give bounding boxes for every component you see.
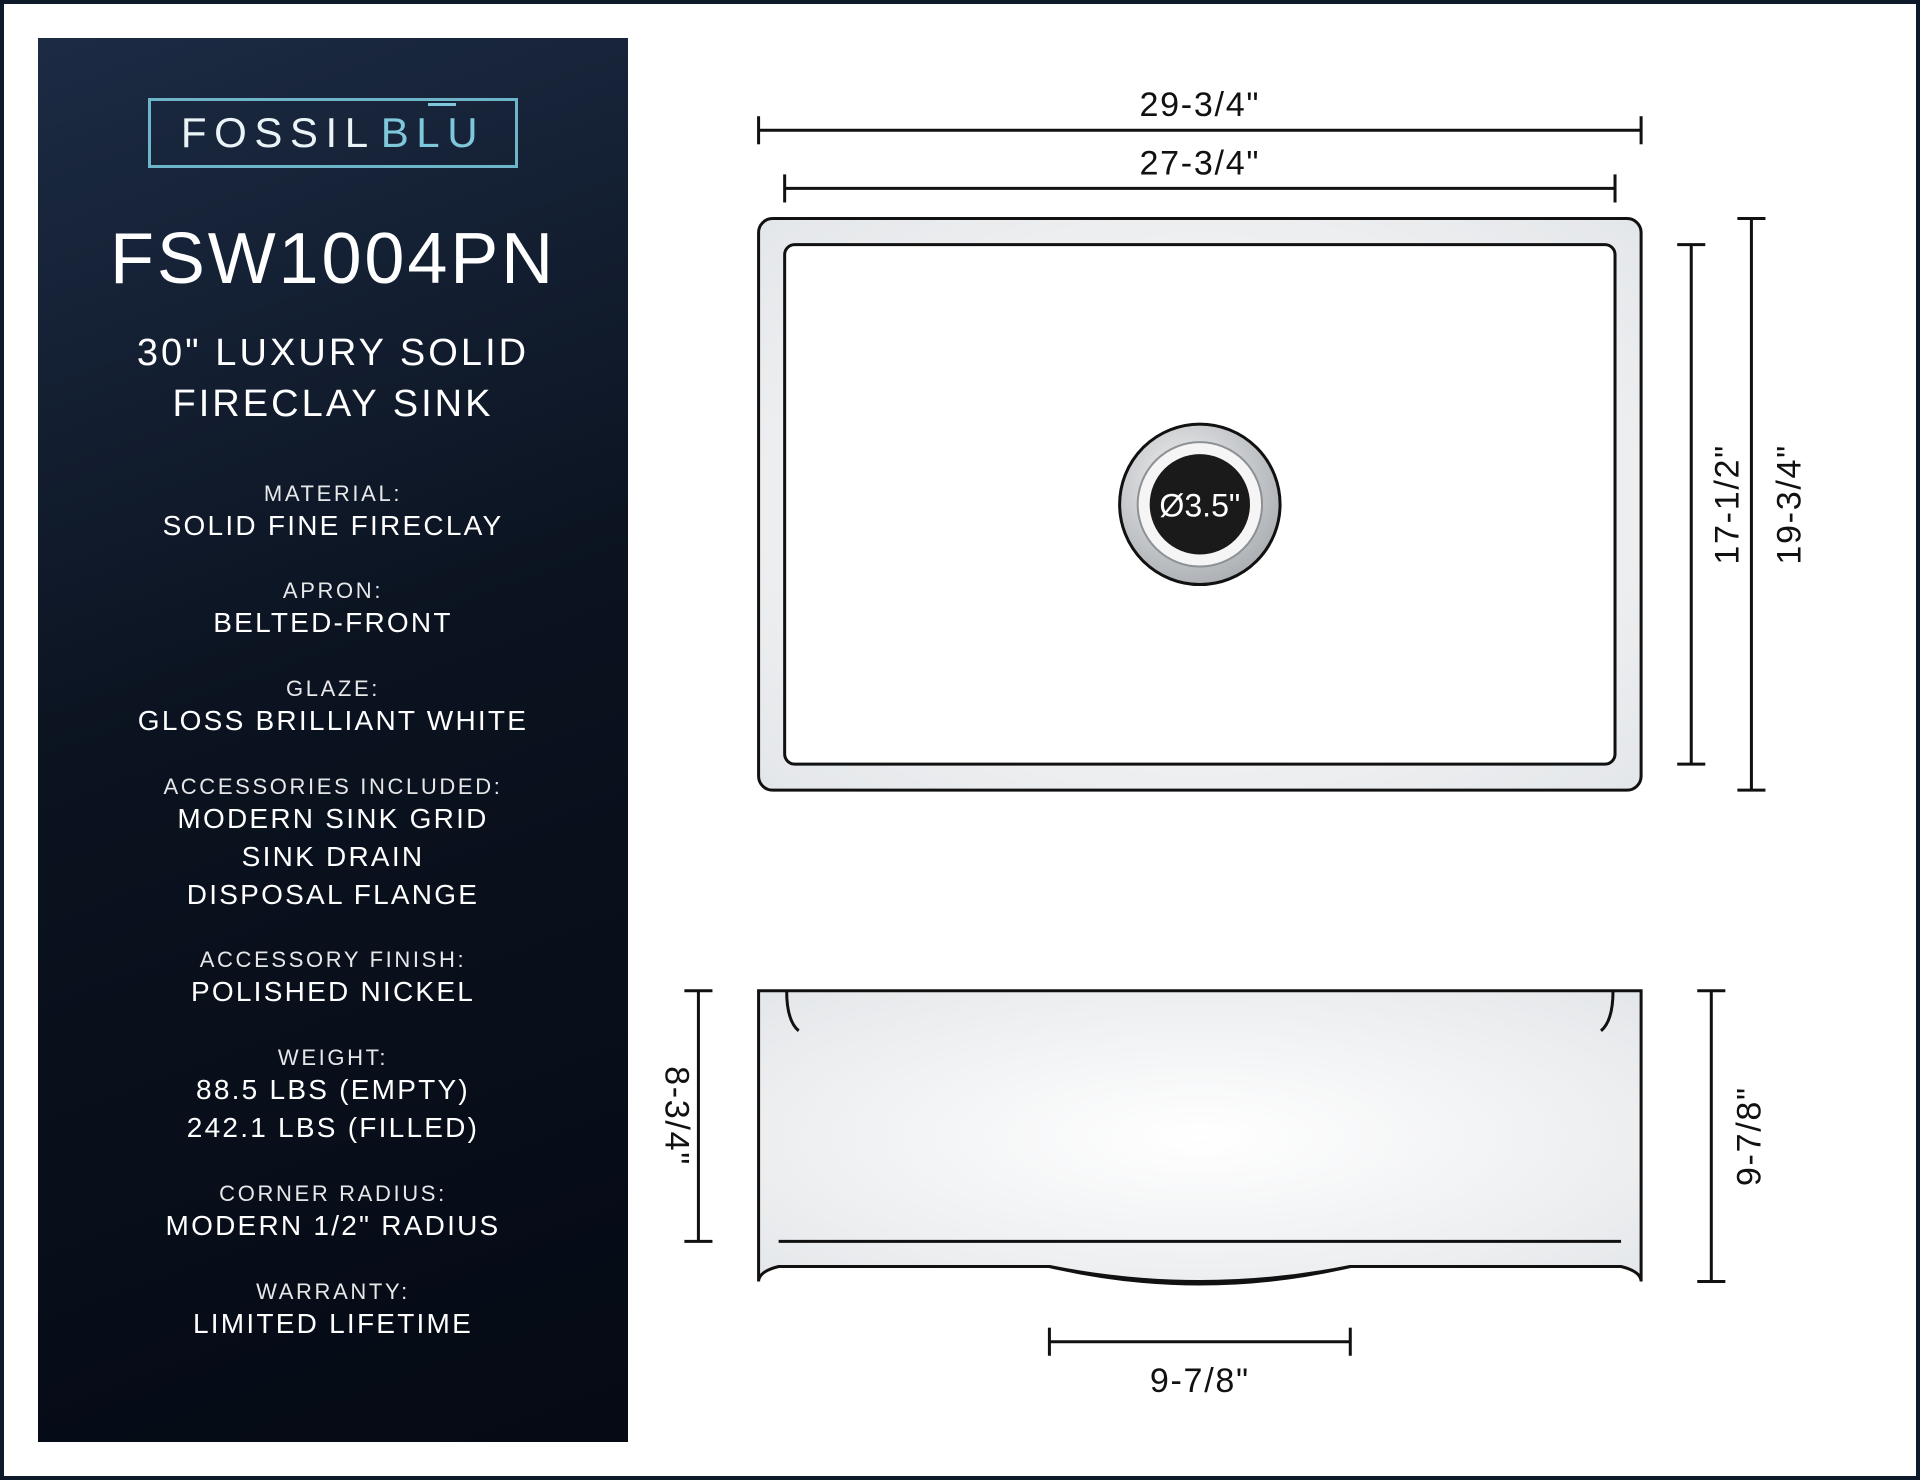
spec-item: GLAZE:GLOSS BRILLIANT WHITE	[74, 676, 592, 740]
spec-label: WEIGHT:	[74, 1045, 592, 1071]
spec-value: SOLID FINE FIRECLAY	[74, 507, 592, 545]
drain-icon: Ø3.5"	[1120, 424, 1280, 584]
dim-outer-width: 29-3/4"	[1140, 86, 1261, 124]
spec-item: ACCESSORIES INCLUDED:MODERN SINK GRID SI…	[74, 774, 592, 913]
spec-label: GLAZE:	[74, 676, 592, 702]
dim-inner-depth: 17-1/2"	[1708, 444, 1746, 565]
dim-base-width: 9-7/8"	[1150, 1362, 1250, 1400]
spec-item: APRON:BELTED-FRONT	[74, 578, 592, 642]
spec-value: BELTED-FRONT	[74, 604, 592, 642]
dim-outer-depth: 19-3/4"	[1771, 444, 1809, 565]
model-number: FSW1004PN	[110, 218, 556, 300]
product-subtitle: 30" LUXURY SOLID FIRECLAY SINK	[137, 328, 529, 431]
spec-list: MATERIAL:SOLID FINE FIRECLAY APRON:BELTED…	[74, 481, 592, 1377]
spec-label: WARRANTY:	[74, 1279, 592, 1305]
spec-sheet-page: FOSSIL BLU FSW1004PN 30" LUXURY SOLID FI…	[0, 0, 1920, 1480]
dim-inner-width: 27-3/4"	[1140, 144, 1261, 182]
spec-label: CORNER RADIUS:	[74, 1181, 592, 1207]
spec-label: ACCESSORIES INCLUDED:	[74, 774, 592, 800]
spec-item: MATERIAL:SOLID FINE FIRECLAY	[74, 481, 592, 545]
spec-value: 88.5 LBS (EMPTY) 242.1 LBS (FILLED)	[74, 1071, 592, 1147]
sidebar-panel: FOSSIL BLU FSW1004PN 30" LUXURY SOLID FI…	[38, 38, 628, 1442]
spec-label: APRON:	[74, 578, 592, 604]
dim-apron-height: 8-3/4"	[657, 1066, 695, 1166]
brand-text-blu: BLU	[381, 109, 485, 156]
spec-value: MODERN SINK GRID SINK DRAIN DISPOSAL FLA…	[74, 800, 592, 913]
spec-label: MATERIAL:	[74, 481, 592, 507]
spec-item: ACCESSORY FINISH:POLISHED NICKEL	[74, 947, 592, 1011]
spec-value: MODERN 1/2" RADIUS	[74, 1207, 592, 1245]
top-view: 29-3/4" 27-3/4" Ø3.5"	[759, 86, 1809, 790]
dim-total-height: 9-7/8"	[1730, 1086, 1768, 1186]
brand-text-fossil: FOSSIL	[181, 109, 376, 156]
spec-item: WEIGHT:88.5 LBS (EMPTY) 242.1 LBS (FILLE…	[74, 1045, 592, 1147]
spec-item: CORNER RADIUS:MODERN 1/2" RADIUS	[74, 1181, 592, 1245]
brand-logo: FOSSIL BLU	[148, 98, 518, 168]
technical-diagram: 29-3/4" 27-3/4" Ø3.5"	[628, 38, 1882, 1442]
dim-drain: Ø3.5"	[1159, 487, 1240, 523]
spec-value: LIMITED LIFETIME	[74, 1305, 592, 1343]
spec-value: GLOSS BRILLIANT WHITE	[74, 702, 592, 740]
spec-value: POLISHED NICKEL	[74, 973, 592, 1011]
front-view: 8-3/4" 9-7/8" 9-7/8"	[657, 991, 1768, 1400]
spec-item: WARRANTY:LIMITED LIFETIME	[74, 1279, 592, 1343]
diagram-svg: 29-3/4" 27-3/4" Ø3.5"	[628, 38, 1882, 1442]
spec-label: ACCESSORY FINISH:	[74, 947, 592, 973]
